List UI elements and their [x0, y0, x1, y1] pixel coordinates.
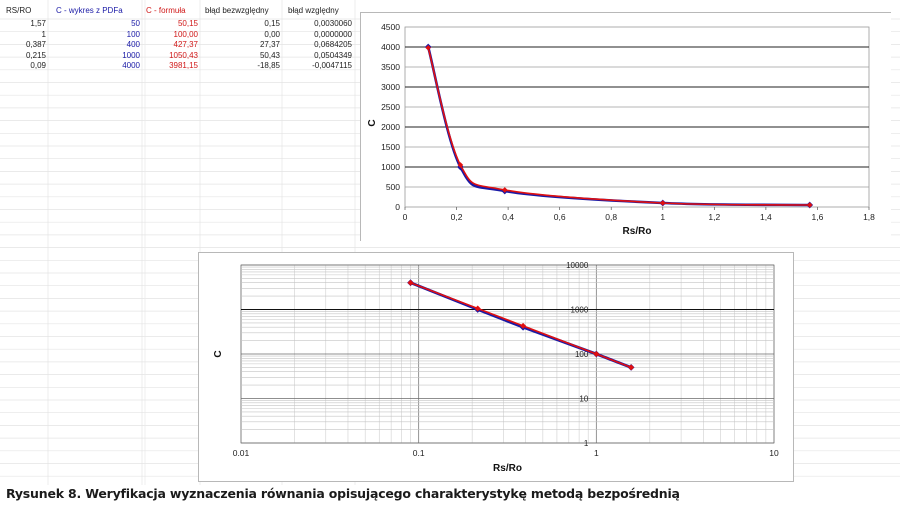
cell-rel-error: -0,0047115: [312, 61, 352, 71]
x-tick-label: 1,4: [760, 212, 772, 222]
cell-rs-ro: 0,09: [30, 61, 46, 71]
header-rel-error: błąd względny: [288, 6, 339, 15]
data-point-marker: [501, 187, 508, 193]
x-tick-label: 1: [594, 448, 599, 458]
series-line: [427, 47, 810, 206]
header-abs-error: błąd bezwzględny: [205, 6, 269, 15]
x-axis-label: Rs/Ro: [623, 226, 652, 237]
y-tick-label: 4500: [381, 22, 400, 32]
cell-abs-error: 50,43: [259, 50, 280, 60]
data-point-marker: [806, 202, 813, 208]
x-tick-label: 0,2: [451, 212, 463, 222]
data-point-marker: [593, 351, 600, 357]
data-point-marker: [659, 200, 666, 206]
data-point-marker: [407, 279, 414, 286]
x-tick-label: 0,8: [605, 212, 617, 222]
y-axis-label: C: [367, 119, 378, 126]
x-tick-label: 1,2: [708, 212, 720, 222]
x-tick-label: 0.1: [413, 448, 425, 458]
y-tick-label: 1: [584, 439, 589, 448]
cell-c-pdf: 400: [126, 40, 140, 50]
y-tick-label: 2000: [381, 122, 400, 132]
cell-c-pdf: 1000: [122, 50, 140, 60]
cell-rel-error: 0,0030060: [314, 19, 352, 28]
y-tick-label: 10000: [566, 261, 589, 270]
log-chart-svg: 1 10 100 1000 10000 0.01 0.1 1 10 Rs/Ro C: [213, 261, 779, 474]
cell-c-formula: 1050,43: [169, 50, 198, 60]
y-tick-label: 1000: [571, 306, 589, 315]
cell-abs-error: 0,00: [264, 29, 280, 39]
cell-rel-error: 0,0000000: [314, 29, 352, 39]
x-tick-label: 0,6: [554, 212, 566, 222]
y-tick-label: 1500: [381, 142, 400, 152]
data-point-marker: [474, 305, 481, 312]
plot-area: [404, 26, 870, 208]
x-tick-label: 1,6: [812, 212, 824, 222]
x-tick-label: 0: [403, 212, 408, 222]
x-tick-label: 0,4: [502, 212, 514, 222]
y-tick-label: 100: [575, 350, 589, 359]
cell-rs-ro: 0,215: [25, 50, 46, 60]
linear-chart: 0 500 1000 1500 2000 2500 3000 3500 4000 4500 0 0,2…: [360, 12, 891, 241]
cell-abs-error: 0,15: [264, 19, 280, 28]
linear-chart-svg: 0 500 1000 1500 2000 2500 3000 3500 4000 4500 0 0,2…: [367, 22, 875, 237]
cell-c-formula: 50,15: [177, 19, 198, 28]
y-tick-label: 0: [395, 202, 400, 212]
data-point-marker: [628, 364, 635, 371]
figure-caption: Rysunek 8. Weryfikacja wyznaczenia równa…: [6, 486, 680, 501]
cell-c-formula: 3981,15: [169, 61, 198, 71]
y-tick-label: 500: [386, 182, 400, 192]
cell-rel-error: 0,0684205: [314, 40, 352, 50]
x-tick-label: 0.01: [233, 448, 250, 458]
y-axis-label: C: [213, 350, 224, 357]
header-rs-ro: RS/RO: [6, 6, 32, 15]
cell-rel-error: 0,0504349: [314, 50, 352, 60]
cell-c-formula: 427,37: [173, 40, 198, 50]
cell-c-pdf: 4000: [122, 61, 140, 71]
y-tick-label: 3000: [381, 82, 400, 92]
log-chart: 1 10 100 1000 10000 0.01 0.1 1 10 Rs/Ro C: [198, 252, 794, 482]
x-axis-label: Rs/Ro: [493, 463, 522, 474]
x-tick-label: 10: [769, 448, 779, 458]
y-tick-label: 4000: [381, 42, 400, 52]
x-tick-label: 1: [660, 212, 665, 222]
data-point-marker: [457, 162, 464, 168]
data-point-marker: [520, 322, 527, 329]
cell-rs-ro: 1,57: [30, 19, 46, 28]
y-tick-label: 2500: [381, 102, 400, 112]
y-tick-label: 3500: [381, 62, 400, 72]
x-tick-label: 1,8: [863, 212, 875, 222]
y-tick-label: 10: [579, 395, 588, 404]
header-c-pdf: C - wykres z PDFa: [56, 6, 123, 15]
cell-c-formula: 100,00: [173, 29, 198, 39]
cell-rs-ro: 1: [41, 29, 46, 39]
cell-rs-ro: 0,387: [25, 40, 46, 50]
cell-abs-error: -18,85: [257, 61, 280, 71]
y-tick-label: 1000: [381, 162, 400, 172]
cell-c-pdf: 50: [131, 19, 140, 28]
header-c-formula: C - formuła: [146, 6, 186, 15]
cell-abs-error: 27,37: [259, 40, 280, 50]
cell-c-pdf: 100: [126, 29, 140, 39]
